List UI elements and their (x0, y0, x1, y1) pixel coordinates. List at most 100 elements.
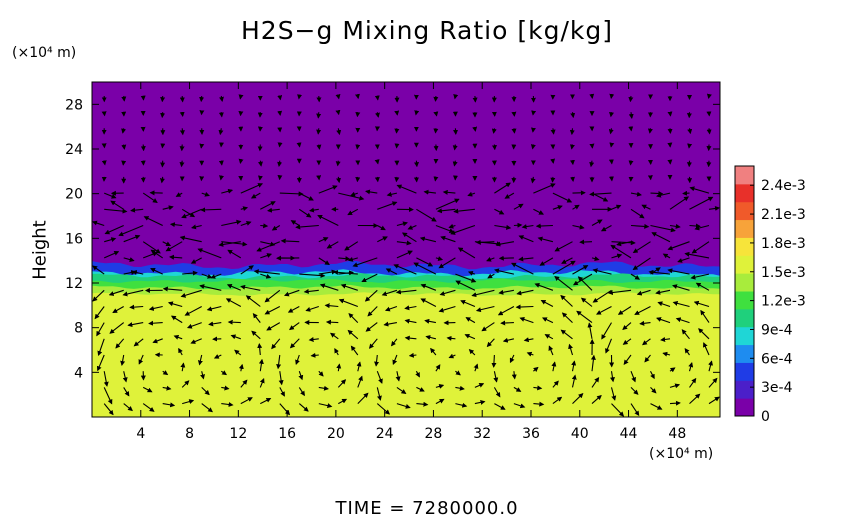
wind-vector (591, 256, 600, 262)
wind-vector (460, 300, 476, 308)
wind-vector (96, 322, 105, 337)
wind-vector (104, 208, 128, 214)
wind-vector (540, 300, 554, 307)
wind-vector (336, 363, 342, 372)
wind-vector (401, 232, 417, 243)
wind-vector (317, 215, 339, 226)
wind-vector (641, 204, 651, 210)
wind-vector (121, 144, 127, 150)
wind-vector (365, 189, 378, 195)
wind-vector (377, 236, 388, 243)
wind-vector (350, 191, 358, 197)
wind-vector (530, 127, 536, 133)
wind-vector (338, 256, 351, 262)
colorbar-segment (735, 308, 754, 328)
x-tick-label: 12 (229, 426, 247, 442)
wind-vector (260, 273, 272, 279)
wind-vector (502, 337, 515, 343)
wind-vector (336, 176, 341, 184)
wind-vector (298, 208, 312, 218)
wind-vector (416, 386, 425, 392)
wind-vector (356, 361, 362, 372)
wind-vector (316, 144, 322, 150)
wind-vector (656, 317, 671, 324)
wind-vector (159, 176, 165, 184)
wind-vector (610, 371, 615, 383)
wind-vector (186, 322, 202, 329)
wind-vector (561, 312, 573, 323)
wind-vector (667, 111, 673, 117)
wind-vector (687, 143, 693, 149)
wind-vector (472, 95, 478, 103)
wind-vector (374, 354, 380, 367)
wind-vector (610, 244, 632, 259)
wind-vector (591, 219, 603, 226)
wind-vector (361, 273, 378, 283)
wind-vector (316, 128, 322, 135)
wind-vector (455, 402, 468, 408)
wind-vector (219, 175, 225, 181)
wind-vector (364, 289, 378, 302)
wind-vector (592, 268, 612, 275)
wind-vector (435, 364, 441, 372)
wind-vector (395, 371, 401, 382)
wind-vector (173, 335, 183, 340)
wind-vector (271, 338, 281, 350)
wind-vector (440, 235, 456, 243)
wind-vector (121, 160, 127, 166)
x-tick-label: 8 (185, 426, 194, 442)
wind-vector (92, 289, 105, 302)
wind-vector (219, 95, 224, 102)
wind-vector (667, 268, 690, 275)
wind-vector (365, 322, 378, 332)
wind-vector (550, 128, 556, 135)
wind-vector (264, 306, 281, 315)
x-tick-label: 28 (425, 426, 443, 442)
wind-vector (374, 95, 380, 101)
y-tick-label: 8 (74, 321, 83, 337)
wind-vector (607, 289, 632, 295)
y-tick-label: 20 (65, 187, 83, 203)
wind-vector (690, 273, 710, 280)
wind-vector (669, 196, 690, 210)
wind-vector (634, 306, 651, 315)
x-tick-label: 44 (620, 426, 638, 442)
wind-vector (260, 201, 276, 210)
wind-vector (226, 284, 242, 291)
wind-vector (486, 257, 495, 262)
wind-vector (591, 394, 602, 405)
wind-vector (227, 319, 241, 325)
wind-vector (442, 189, 456, 195)
wind-vector (609, 111, 614, 118)
colorbar: 0 3e-4 6e-4 9e-4 1.2e-3 1.5e-3 1.8e-3 2.1e-3 2.4… (734, 165, 806, 425)
wind-vector (221, 219, 242, 227)
wind-vector (206, 305, 222, 312)
wind-vector (439, 289, 456, 296)
wind-vector (252, 313, 261, 323)
wind-vector (642, 338, 651, 346)
wind-vector (689, 393, 701, 405)
wind-vector (623, 354, 632, 366)
wind-vector (221, 385, 230, 391)
wind-vector (326, 241, 339, 249)
colorbar-segment (735, 166, 754, 185)
wind-vector (225, 298, 242, 307)
wind-vector (122, 371, 128, 383)
wind-vector (493, 387, 501, 398)
wind-vector (335, 160, 341, 167)
wind-vector (572, 265, 589, 275)
wind-vector (552, 205, 563, 210)
wind-vector (179, 111, 185, 117)
wind-vector (435, 256, 444, 261)
wind-vector (467, 270, 476, 276)
wind-vector (245, 295, 261, 307)
wind-vector (260, 223, 269, 229)
wind-vector (396, 403, 411, 409)
wind-vector (491, 128, 497, 134)
wind-vector (324, 303, 339, 309)
wind-vector (347, 329, 359, 340)
wind-vector (576, 310, 593, 324)
wind-vector (521, 224, 534, 230)
wind-vector (509, 354, 515, 364)
